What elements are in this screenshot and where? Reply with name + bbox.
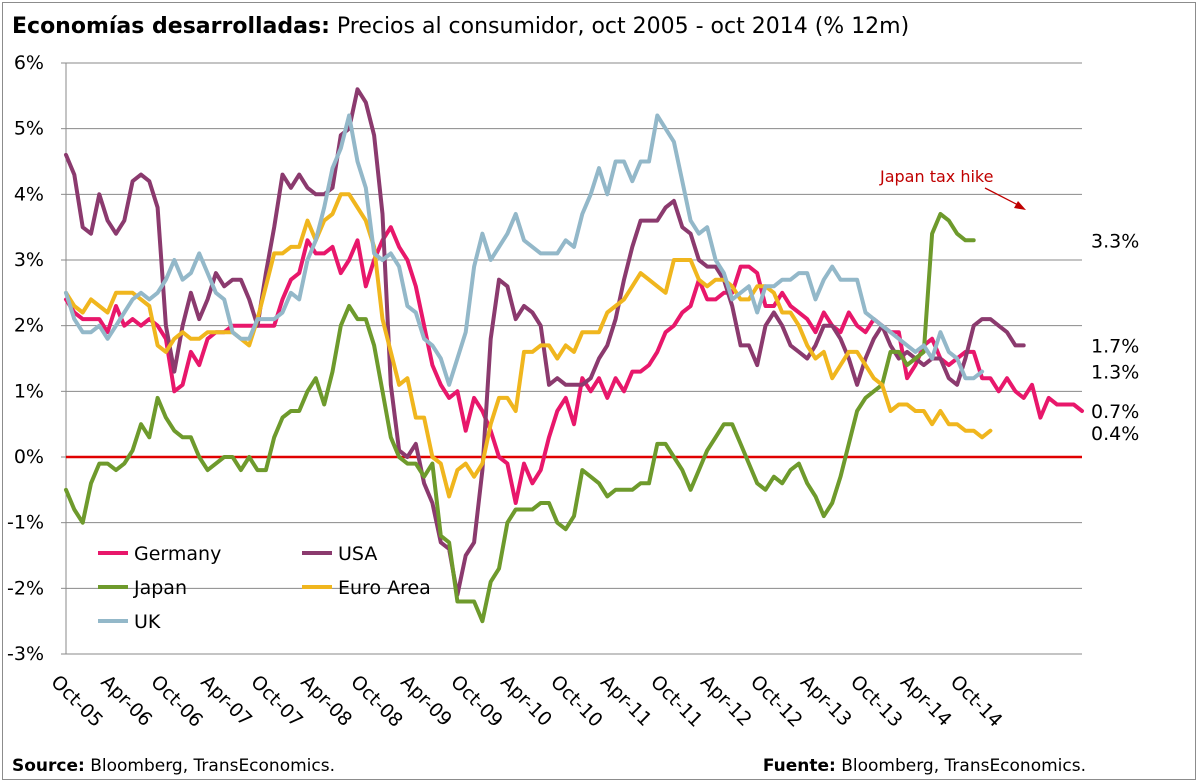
x-tick-label: Apr-14 xyxy=(896,671,956,731)
x-tick-label: Oct-13 xyxy=(846,671,907,732)
series-line-uk xyxy=(64,113,985,387)
x-tick-label: Apr-10 xyxy=(496,671,556,731)
title-bold: Economías desarrolladas: xyxy=(12,14,330,39)
y-tick-label: 6% xyxy=(14,52,44,74)
legend-label: Euro Area xyxy=(338,577,431,599)
y-tick-label: -3% xyxy=(7,643,44,665)
y-tick-label: 1% xyxy=(14,380,44,402)
series-line-japan xyxy=(64,212,976,624)
series-line-euro-area xyxy=(64,192,993,499)
legend-label: Japan xyxy=(133,577,187,599)
x-tick-label: Apr-07 xyxy=(196,671,256,731)
x-tick-label: Apr-11 xyxy=(596,671,656,731)
footer-source: Source: Bloomberg, TransEconomics. xyxy=(12,756,335,776)
footer-fuente: Fuente: Bloomberg, TransEconomics. xyxy=(763,756,1086,776)
end-label-uk: 1.3% xyxy=(1091,362,1139,384)
grid-lines xyxy=(61,62,1082,655)
footer-fuente-text: Bloomberg, TransEconomics. xyxy=(841,756,1086,776)
end-labels: 3.3% 1.7% 1.3% 0.7%0.4% xyxy=(1091,230,1139,445)
end-label-euro-area: 0.4% xyxy=(1091,423,1139,445)
y-tick-label: 5% xyxy=(14,118,44,140)
x-tick-label: Oct-08 xyxy=(346,671,407,732)
y-tick-label: -1% xyxy=(7,512,44,534)
x-tick-label: Apr-12 xyxy=(696,671,756,731)
x-tick-label: Apr-13 xyxy=(796,671,856,731)
y-axis-ticks: -3% -2% -1% 0% 1% 2% 3% 4% 5% 6% xyxy=(7,52,44,665)
x-tick-label: Oct-07 xyxy=(246,671,307,732)
end-label-japan: 3.3% xyxy=(1091,230,1139,252)
x-tick-label: Oct-09 xyxy=(446,671,507,732)
footer-source-bold: Source: xyxy=(12,756,85,776)
legend-label: UK xyxy=(134,611,161,633)
x-tick-label: Apr-09 xyxy=(396,671,456,731)
x-tick-label: Oct-06 xyxy=(146,671,207,732)
x-tick-label: Oct-10 xyxy=(546,671,607,732)
annotation-arrowhead xyxy=(1014,201,1026,210)
footer-fuente-bold: Fuente: xyxy=(762,756,836,776)
end-label-usa: 1.7% xyxy=(1091,335,1139,357)
x-tick-label: Apr-08 xyxy=(296,671,356,731)
legend-label: Germany xyxy=(134,543,221,565)
y-tick-label: 0% xyxy=(14,446,44,468)
y-tick-label: 2% xyxy=(14,315,44,337)
annotation-group: Japan tax hike xyxy=(879,167,1026,210)
x-axis-ticks: Oct-05Apr-06Oct-06Apr-07Oct-07Apr-08Oct-… xyxy=(46,671,1006,732)
x-tick-label: Oct-14 xyxy=(946,671,1007,732)
chart-title: Economías desarrolladas: Precios al cons… xyxy=(12,14,909,39)
x-tick-label: Oct-11 xyxy=(646,671,707,732)
x-tick-label: Oct-12 xyxy=(746,671,807,732)
series-lines xyxy=(64,87,1084,624)
end-label-germany: 0.7% xyxy=(1091,401,1139,423)
legend-label: USA xyxy=(338,543,377,565)
y-tick-label: -2% xyxy=(7,577,44,599)
annotation-japan-tax-hike: Japan tax hike xyxy=(879,167,993,186)
x-tick-label: Oct-05 xyxy=(46,671,107,732)
title-rest: Precios al consumidor, oct 2005 - oct 20… xyxy=(336,14,910,39)
annotation-arrow xyxy=(984,187,1023,208)
series-line-germany xyxy=(64,225,1084,505)
y-tick-label: 3% xyxy=(14,249,44,271)
x-tick-label: Apr-06 xyxy=(96,671,156,731)
footer-source-text: Bloomberg, TransEconomics. xyxy=(90,756,335,776)
y-tick-label: 4% xyxy=(14,183,44,205)
series-line-usa xyxy=(64,87,1026,597)
legend: Germany USA Japan Euro Area UK xyxy=(98,543,431,633)
